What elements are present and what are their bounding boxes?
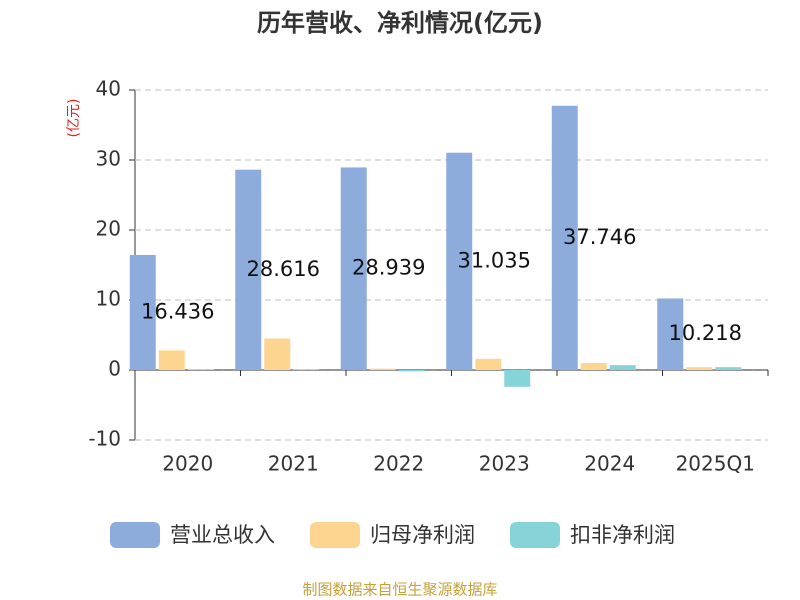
value-label: 16.436 [141,299,214,323]
value-label: 31.035 [458,248,531,272]
bar [264,338,291,370]
bar [657,298,684,370]
x-tick-label: 2024 [584,452,635,476]
chart-title: 历年营收、净利情况(亿元) [257,9,543,37]
bar [551,105,578,370]
bar [293,369,320,370]
bar [475,358,502,370]
bar [187,369,214,370]
value-label: 37.746 [563,225,636,249]
y-tick-label: 10 [96,287,121,311]
y-tick-label: 40 [96,77,121,101]
bar [446,152,473,370]
bar [340,167,367,370]
value-label: 28.616 [247,257,320,281]
bar [580,363,607,370]
legend-label: 归母净利润 [370,523,475,547]
bar [158,350,185,370]
x-tick-label: 2021 [268,452,319,476]
bar [504,370,531,387]
bar [715,367,742,370]
source: 制图数据来自恒生聚源数据库 [302,581,497,599]
x-tick-label: 2023 [479,452,530,476]
value-label: 10.218 [669,321,742,345]
y-tick-label: 0 [108,357,121,381]
y-tick-label: 20 [96,217,121,241]
x-tick-label: 2025Q1 [676,452,755,476]
legend-label: 扣非净利润 [570,523,675,547]
x-tick-label: 2022 [373,452,424,476]
bar [398,370,425,372]
value-label: 28.939 [352,256,425,280]
y-axis-label: (亿元) [66,99,82,138]
bar [609,365,636,370]
y-tick-label: 30 [96,147,121,171]
y-tick-label: -10 [88,427,121,451]
legend-swatch [310,522,360,548]
bar [369,368,396,370]
legend-swatch [510,522,560,548]
bar [686,367,713,370]
legend-swatch [110,522,160,548]
bar [235,169,262,370]
x-tick-label: 2020 [162,452,213,476]
bar [129,254,156,370]
legend-label: 营业总收入 [170,523,275,547]
